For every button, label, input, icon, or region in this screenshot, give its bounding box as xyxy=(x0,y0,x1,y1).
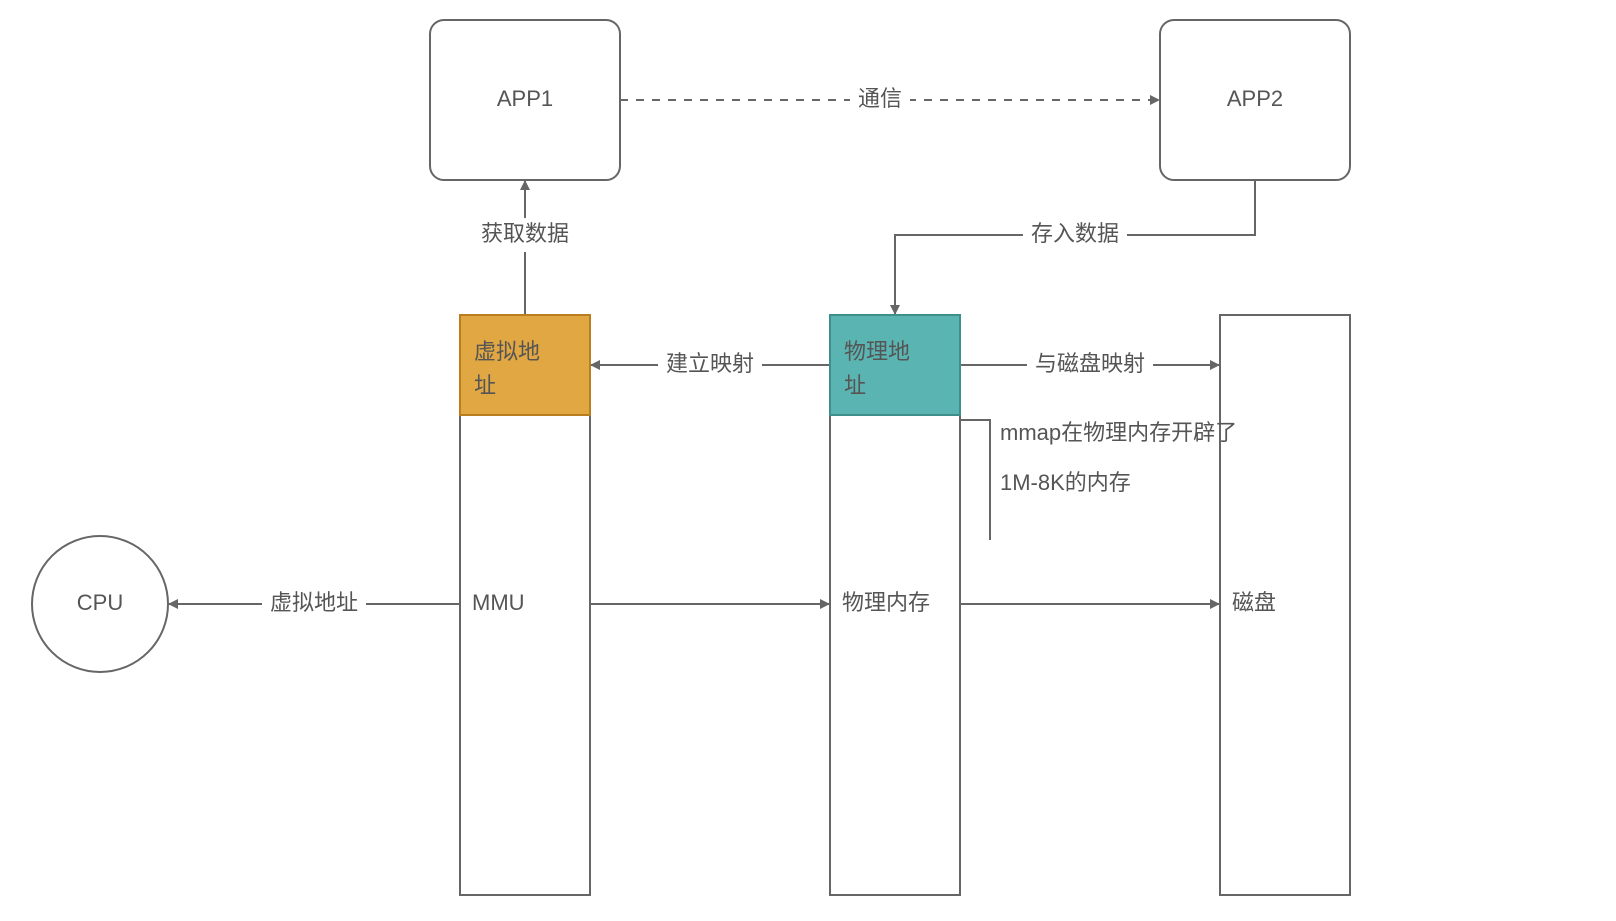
node-disk: 磁盘 xyxy=(1220,315,1350,895)
node-label-cpu: CPU xyxy=(77,590,123,615)
node-app2: APP2 xyxy=(1160,20,1350,180)
edge-label-mmap_note-l1: mmap在物理内存开辟了 xyxy=(1000,420,1237,445)
node-label-app2: APP2 xyxy=(1227,86,1283,111)
node-label-phys_addr-l2: 址 xyxy=(844,373,866,398)
edge-label-mmap_note-l2: 1M-8K的内存 xyxy=(1000,470,1131,495)
node-label-disk: 磁盘 xyxy=(1232,590,1276,615)
edge-label-build_map: 建立映射 xyxy=(666,351,754,376)
node-app1: APP1 xyxy=(430,20,620,180)
memory-mapping-diagram: CPUMMU物理内存磁盘APP1APP2虚拟地址物理地址通信获取数据存入数据建立… xyxy=(0,0,1616,921)
node-label-app1: APP1 xyxy=(497,86,553,111)
node-label-virt_addr-l1: 虚拟地 xyxy=(474,339,540,364)
node-phys_addr: 物理地址 xyxy=(830,315,960,415)
node-cpu: CPU xyxy=(32,536,168,672)
edge-label-virt_addr_edge: 虚拟地址 xyxy=(270,590,358,615)
node-label-phys_mem: 物理内存 xyxy=(842,590,930,615)
edge-label-get_data: 获取数据 xyxy=(481,221,569,246)
node-label-mmu: MMU xyxy=(472,590,525,615)
edge-labels: 通信获取数据存入数据建立映射与磁盘映射mmap在物理内存开辟了1M-8K的内存虚… xyxy=(262,83,1237,621)
node-label-phys_addr-l1: 物理地 xyxy=(844,339,910,364)
edge-label-disk_map: 与磁盘映射 xyxy=(1035,351,1145,376)
edge-label-store_data: 存入数据 xyxy=(1031,221,1119,246)
node-label-virt_addr-l2: 址 xyxy=(474,373,496,398)
node-virt_addr: 虚拟地址 xyxy=(460,315,590,415)
edge-label-app1_app2: 通信 xyxy=(858,86,902,111)
nodes: CPUMMU物理内存磁盘APP1APP2虚拟地址物理地址 xyxy=(32,20,1350,895)
